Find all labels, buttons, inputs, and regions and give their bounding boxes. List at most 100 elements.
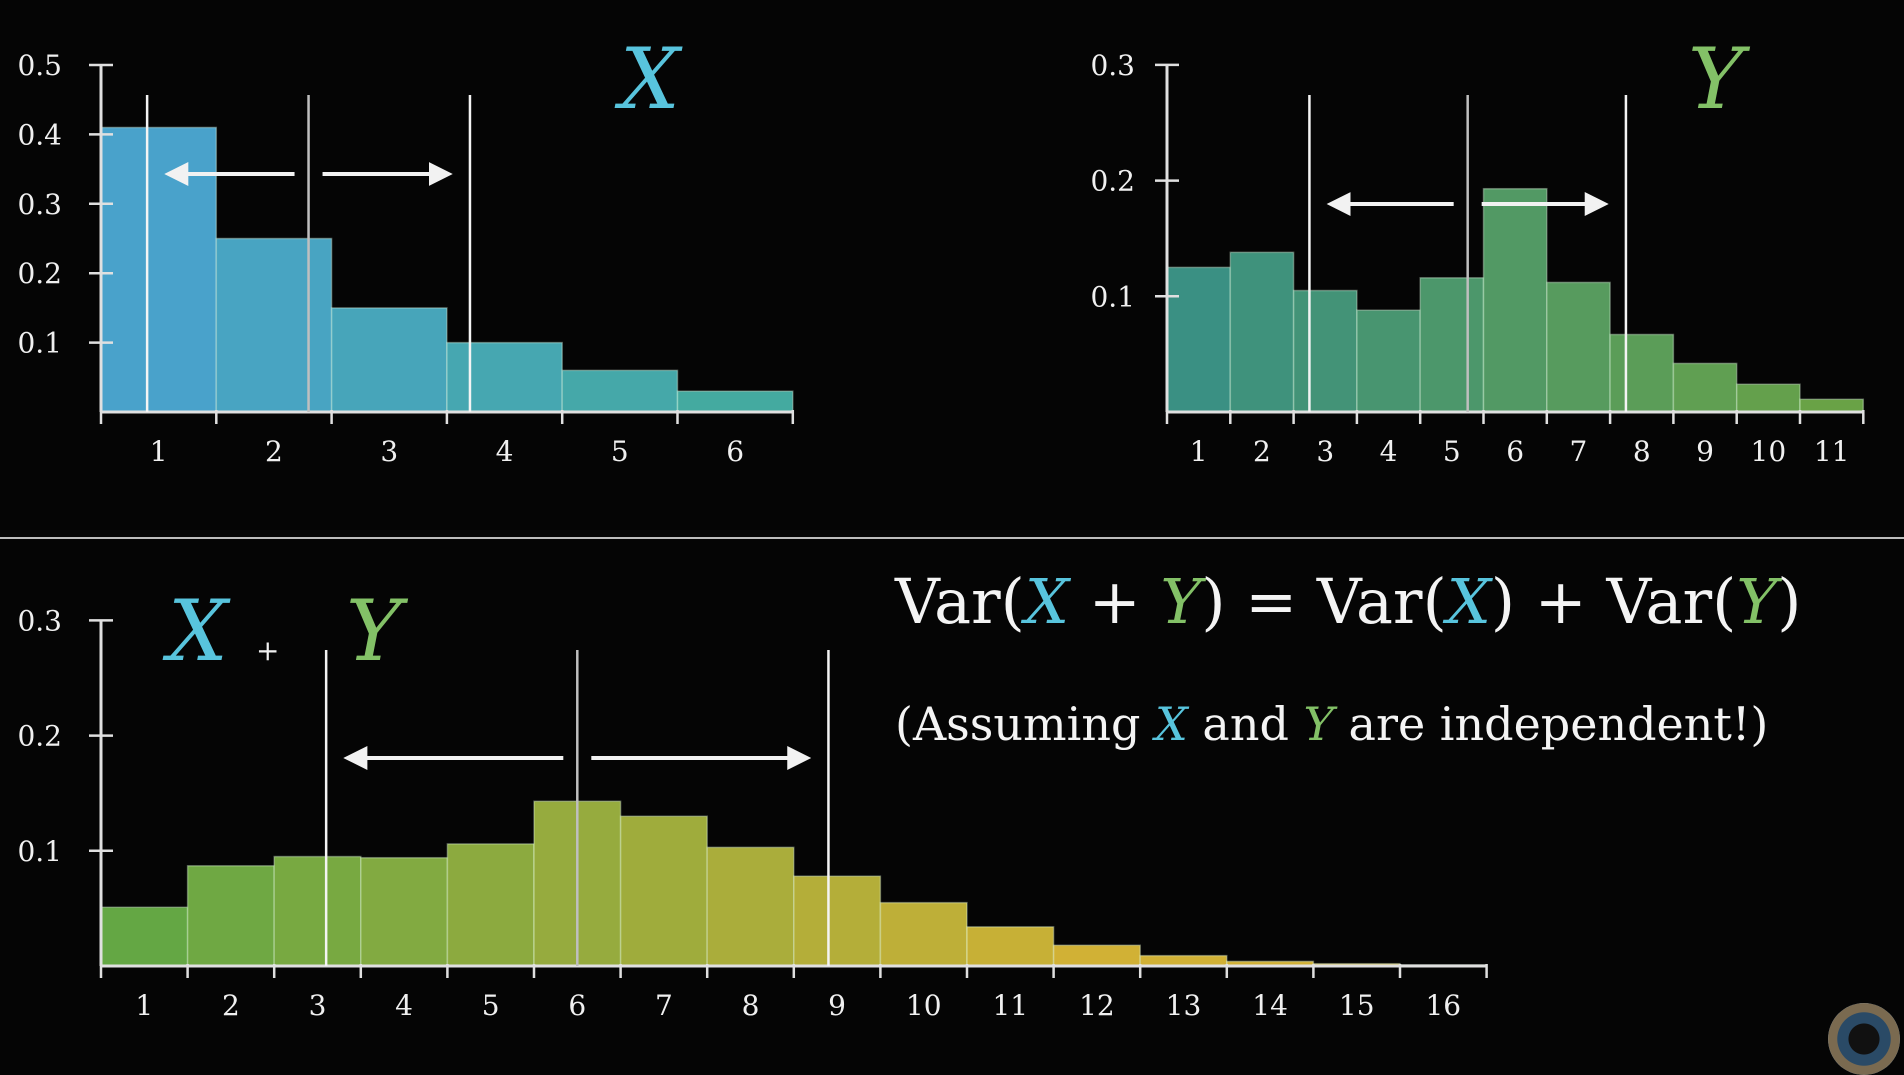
x-tick-label-sum: 16 — [1425, 989, 1461, 1022]
formula-plus-var: ) + Var( — [1490, 565, 1737, 638]
x-tick-label-sum: 13 — [1166, 989, 1202, 1022]
x-tick-label-sum: 5 — [482, 989, 500, 1022]
note-and: and — [1187, 697, 1304, 751]
chart-sum: 0.10.20.31 2 3 4 5 6 7 8 9 10 11 12 13 14 15 16X + Y — [17, 582, 1488, 1022]
section-divider — [0, 537, 1904, 539]
x-tick-label-sum: 3 — [309, 989, 327, 1022]
y-tick-label-x: 0.2 — [17, 257, 62, 290]
note-rest: are independent!) — [1333, 697, 1769, 751]
y-tick-label-x: 0.3 — [17, 188, 62, 221]
note-x: X — [1155, 697, 1188, 751]
bar-x-2 — [215, 237, 333, 413]
bar-sum-13 — [1139, 954, 1228, 967]
y-tick-label-y: 0.3 — [1090, 49, 1135, 82]
x-tick-label-sum: 8 — [742, 989, 760, 1022]
note-open: (Assuming — [895, 697, 1156, 751]
bar-sum-11 — [966, 926, 1055, 967]
bar-sum-5 — [446, 843, 535, 967]
bar-x-4 — [446, 341, 563, 413]
bar-x-3 — [330, 307, 448, 413]
x-tick-label-y: 6 — [1506, 435, 1524, 468]
bar-y-4 — [1356, 309, 1421, 413]
bar-sum-8 — [706, 846, 795, 967]
x-tick-label-x: 1 — [150, 435, 168, 468]
x-tick-label-sum: 9 — [828, 989, 846, 1022]
bar-sum-1 — [100, 906, 189, 967]
bar-y-10 — [1735, 383, 1801, 413]
bar-y-11 — [1799, 398, 1865, 413]
x-tick-label-x: 3 — [380, 435, 398, 468]
formula-y: Y — [1160, 565, 1202, 638]
formula-y-2: Y — [1736, 565, 1778, 638]
x-tick-label-sum: 2 — [222, 989, 240, 1022]
bar-x-5 — [561, 369, 679, 413]
bar-sum-9 — [793, 875, 882, 967]
formula-equals-var: ) = Var( — [1201, 565, 1447, 638]
x-tick-label-sum: 14 — [1252, 989, 1288, 1022]
formula-x-2: X — [1446, 565, 1491, 638]
x-tick-label-x: 2 — [265, 435, 283, 468]
chart-title-y: Y — [1688, 30, 1751, 128]
bar-y-6 — [1482, 187, 1548, 413]
x-tick-label-y: 9 — [1696, 435, 1714, 468]
formula-var-open: Var( — [895, 565, 1025, 638]
x-tick-label-y: 10 — [1751, 435, 1787, 468]
y-tick-label-sum: 0.2 — [17, 720, 62, 753]
independence-note: (Assuming X and Y are independent!) — [895, 697, 1768, 751]
x-tick-label-y: 11 — [1814, 435, 1850, 468]
x-tick-label-sum: 1 — [135, 989, 153, 1022]
chart-title-sum_plus: + — [256, 634, 279, 667]
y-tick-label-sum: 0.1 — [17, 835, 62, 868]
bar-sum-4 — [360, 856, 449, 967]
bar-y-8 — [1609, 333, 1675, 413]
x-tick-label-sum: 10 — [906, 989, 942, 1022]
bar-y-5 — [1419, 277, 1485, 413]
x-tick-label-x: 6 — [726, 435, 744, 468]
x-tick-label-y: 1 — [1190, 435, 1208, 468]
x-tick-label-sum: 7 — [655, 989, 673, 1022]
variance-sum-formula: Var(X + Y) = Var(X) + Var(Y) — [895, 565, 1801, 638]
chart-title-sum_y: Y — [346, 582, 409, 680]
x-tick-label-sum: 15 — [1339, 989, 1375, 1022]
bar-y-3 — [1292, 289, 1358, 413]
y-tick-label-y: 0.2 — [1090, 165, 1135, 198]
bar-y-9 — [1672, 362, 1738, 413]
formula-x: X — [1024, 565, 1070, 638]
x-tick-label-y: 3 — [1316, 435, 1334, 468]
bar-y-7 — [1546, 281, 1611, 413]
bar-sum-12 — [1052, 944, 1141, 967]
x-tick-label-sum: 11 — [992, 989, 1028, 1022]
x-tick-label-y: 8 — [1633, 435, 1651, 468]
y-tick-label-y: 0.1 — [1090, 280, 1135, 313]
bar-sum-3 — [273, 855, 362, 967]
y-tick-label-x: 0.4 — [17, 118, 62, 151]
bar-sum-7 — [619, 815, 708, 967]
formula-plus: + — [1069, 565, 1161, 638]
x-tick-label-x: 4 — [496, 435, 514, 468]
bar-x-1 — [100, 126, 218, 413]
chart-title-sum_x: X — [162, 582, 231, 680]
y-tick-label-x: 0.1 — [17, 327, 62, 360]
bar-x-6 — [676, 390, 794, 413]
bar-y-2 — [1229, 251, 1295, 413]
bar-y-1 — [1166, 266, 1232, 413]
chart-y: 0.1 0.2 0.3 1 2 3 4 5 6 7 8 9 10 11 Y — [1090, 30, 1865, 468]
chart-x: 0.1 0.2 0.3 0.4 0.5 1 2 3 4 5 6 X — [17, 30, 795, 468]
channel-logo-icon — [1828, 1003, 1900, 1075]
formula-close: ) — [1777, 565, 1802, 638]
x-tick-label-y: 2 — [1253, 435, 1271, 468]
x-tick-label-sum: 12 — [1079, 989, 1115, 1022]
y-tick-label-x: 0.5 — [17, 49, 62, 82]
x-tick-label-sum: 6 — [568, 989, 586, 1022]
x-tick-label-y: 7 — [1570, 435, 1588, 468]
y-tick-label-sum: 0.3 — [17, 604, 62, 637]
bar-sum-2 — [186, 865, 275, 967]
x-tick-label-y: 5 — [1443, 435, 1461, 468]
x-tick-label-x: 5 — [611, 435, 629, 468]
chart-title-x: X — [614, 30, 683, 128]
x-tick-label-sum: 4 — [395, 989, 413, 1022]
bar-sum-10 — [879, 901, 968, 967]
note-y: Y — [1303, 697, 1334, 751]
x-tick-label-y: 4 — [1380, 435, 1398, 468]
